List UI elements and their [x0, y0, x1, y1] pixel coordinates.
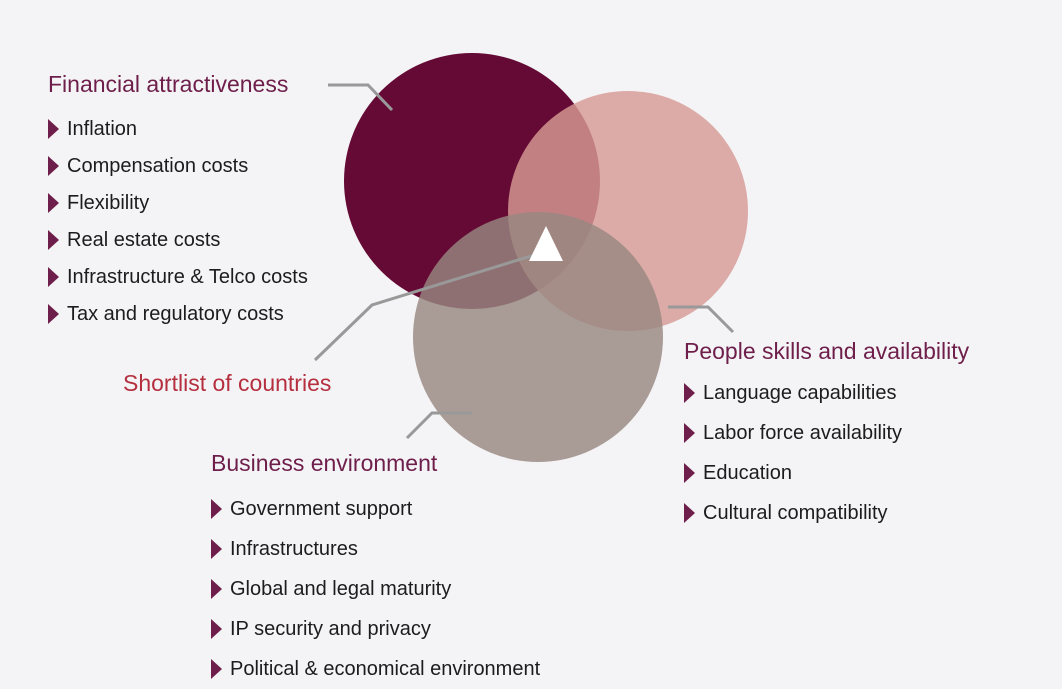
list-item: Infrastructures [211, 539, 540, 559]
triangle-bullet-icon [211, 619, 222, 639]
people-title: People skills and availability [684, 338, 970, 364]
list-item: Global and legal maturity [211, 579, 540, 599]
list-item: Tax and regulatory costs [48, 304, 308, 324]
triangle-bullet-icon [684, 383, 695, 403]
people-callout-line [668, 305, 735, 334]
financial-callout-line [328, 83, 394, 112]
list-item: Infrastructure & Telco costs [48, 267, 308, 287]
people-list: Language capabilities Labor force availa… [684, 383, 902, 523]
triangle-bullet-icon [211, 539, 222, 559]
triangle-bullet-icon [48, 230, 59, 250]
list-item: Real estate costs [48, 230, 308, 250]
triangle-bullet-icon [48, 119, 59, 139]
business-callout-line [405, 411, 472, 440]
triangle-bullet-icon [684, 463, 695, 483]
list-item: Flexibility [48, 193, 308, 213]
business-list: Government support Infrastructures Globa… [211, 499, 540, 679]
shortlist-label: Shortlist of countries [123, 370, 332, 396]
triangle-bullet-icon [211, 659, 222, 679]
business-title: Business environment [211, 450, 438, 476]
list-item: Government support [211, 499, 540, 519]
triangle-bullet-icon [211, 499, 222, 519]
list-item: Labor force availability [684, 423, 902, 443]
triangle-bullet-icon [211, 579, 222, 599]
triangle-bullet-icon [48, 156, 59, 176]
list-item: Political & economical environment [211, 659, 540, 679]
triangle-bullet-icon [684, 423, 695, 443]
triangle-bullet-icon [48, 304, 59, 324]
list-item: Language capabilities [684, 383, 902, 403]
triangle-icon [529, 226, 563, 261]
financial-list: Inflation Compensation costs Flexibility… [48, 119, 308, 324]
triangle-bullet-icon [48, 193, 59, 213]
list-item: Cultural compatibility [684, 503, 902, 523]
triangle-bullet-icon [684, 503, 695, 523]
list-item: Inflation [48, 119, 308, 139]
list-item: Compensation costs [48, 156, 308, 176]
list-item: Education [684, 463, 902, 483]
list-item: IP security and privacy [211, 619, 540, 639]
shortlist-callout-line [313, 250, 545, 362]
financial-title: Financial attractiveness [48, 71, 289, 97]
triangle-bullet-icon [48, 267, 59, 287]
